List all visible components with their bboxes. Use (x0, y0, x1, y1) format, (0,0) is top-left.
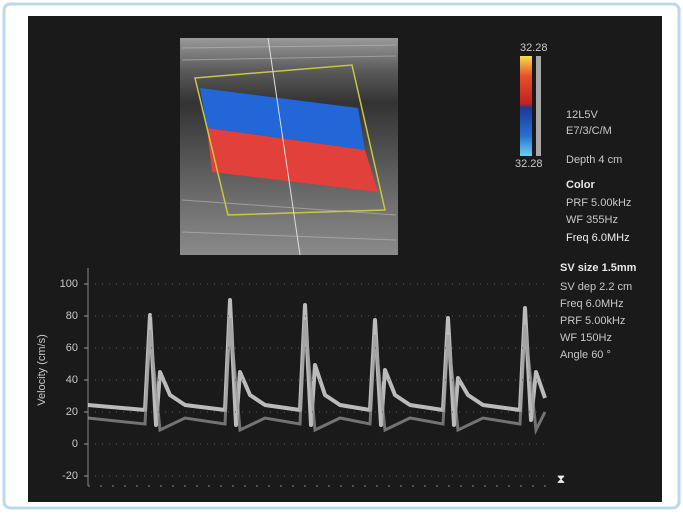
marker: ⧗ (557, 472, 565, 486)
spectral-setting: Angle 60 ° (560, 349, 611, 361)
spectral-setting: WF 150Hz (560, 332, 612, 344)
spectral-setting: Freq 6.0MHz (560, 298, 624, 310)
y-tick-label: 100 (60, 278, 78, 290)
y-tick-label: 60 (66, 342, 78, 354)
preset: E7/3/C/M (566, 125, 612, 137)
color-setting: PRF 5.00kHz (566, 197, 631, 209)
scale-top: 32.28 (520, 42, 548, 54)
color-heading: Color (566, 179, 595, 191)
y-tick-label: 40 (66, 374, 78, 386)
y-tick-label: -20 (62, 470, 78, 482)
y-tick-label: 20 (66, 406, 78, 418)
probe: 12L5V (566, 109, 598, 121)
scale-bottom: 32.28 (515, 158, 543, 170)
screenshot: 32.28 32.28 12L5V E7/3/C/M Depth 4 cm Co… (0, 0, 683, 512)
spectral-setting: PRF 5.00kHz (560, 315, 625, 327)
y-tick-label: 0 (72, 438, 78, 450)
y-tick-label: 80 (66, 310, 78, 322)
color-setting: WF 355Hz (566, 214, 618, 226)
gray-scale (536, 56, 541, 156)
sv-size: SV size 1.5mm (560, 262, 637, 274)
depth: Depth 4 cm (566, 154, 622, 166)
color-setting: Freq 6.0MHz (566, 232, 630, 244)
y-axis-label: Velocity (cm/s) (36, 334, 48, 406)
color-scale (520, 56, 532, 156)
spectral-setting: SV dep 2.2 cm (560, 281, 632, 293)
